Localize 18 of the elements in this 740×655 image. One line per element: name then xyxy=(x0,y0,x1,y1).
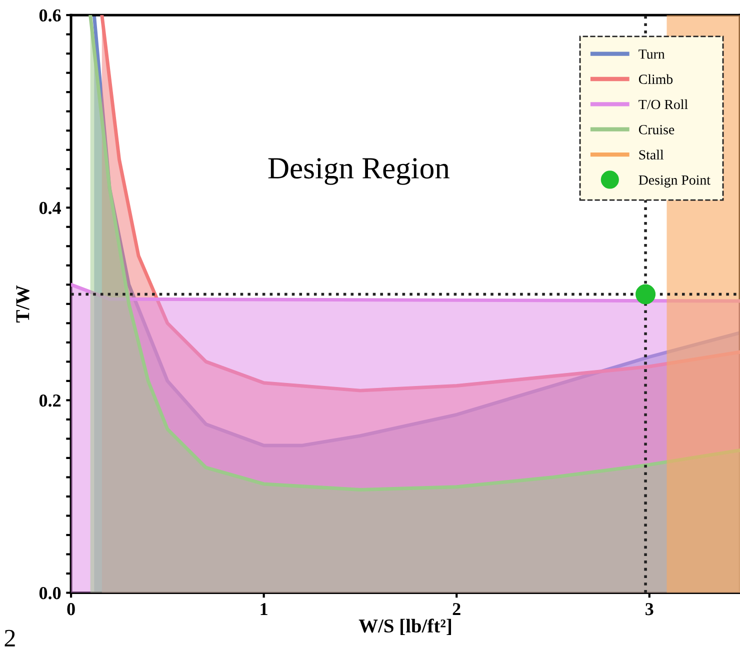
legend-label: Design Point xyxy=(638,175,710,188)
x-tick-label: 3 xyxy=(646,603,654,616)
y-tick-label: 0.4 xyxy=(39,202,61,214)
y-tick-label: 0.0 xyxy=(39,587,61,600)
legend-label: Cruise xyxy=(638,125,674,134)
text: 2 xyxy=(4,630,15,646)
y-tick-label: 0.2 xyxy=(39,394,61,407)
x-tick-label: 2 xyxy=(452,603,460,616)
legend-label: Turn xyxy=(638,50,665,59)
x-tick-label: 1 xyxy=(260,603,268,616)
annotation: Design Region xyxy=(268,158,450,185)
y-tick-label: 0.6 xyxy=(39,9,61,22)
x-tick-label: 0 xyxy=(67,603,75,616)
y-axis-title: T/W xyxy=(16,285,30,323)
x-axis-title: W/S [lb/ft²] xyxy=(358,618,452,635)
band-label: Stall xyxy=(639,150,664,160)
legend-label: T/O Roll xyxy=(638,99,688,110)
legend-label: Climb xyxy=(638,74,673,84)
